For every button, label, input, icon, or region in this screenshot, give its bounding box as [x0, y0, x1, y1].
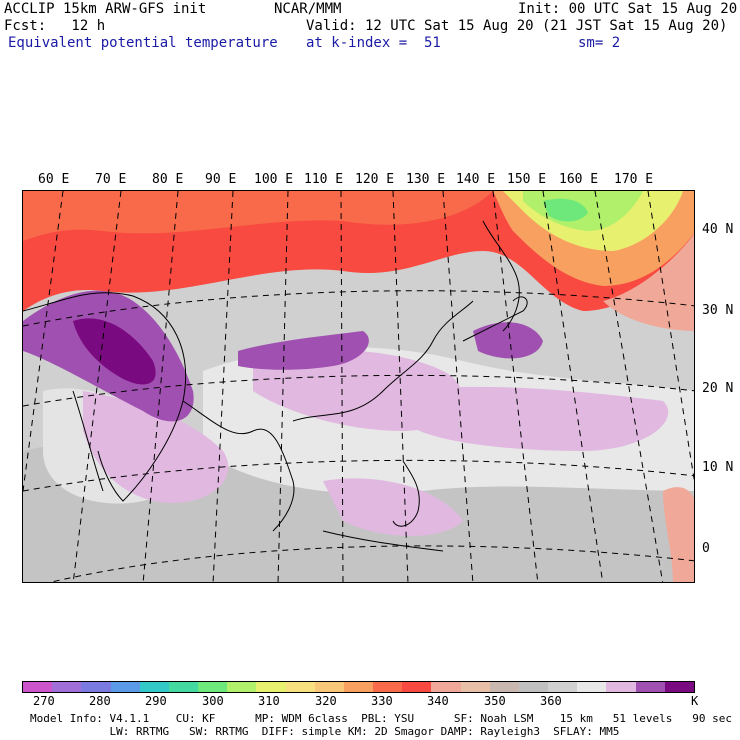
colorbar-swatch	[343, 682, 374, 692]
colorbar-tick-label: 340	[427, 694, 449, 708]
colorbar-swatch	[577, 682, 607, 692]
colorbar-swatch	[489, 682, 519, 692]
colorbar-swatch	[518, 682, 549, 692]
longitude-label: 110 E	[304, 172, 344, 187]
colorbar-swatch	[431, 682, 461, 692]
green-core	[543, 198, 588, 222]
dark-purple-core	[73, 318, 156, 385]
theta-e-map	[22, 190, 695, 583]
colorbar-swatch	[548, 682, 578, 692]
longitude-label: 70 E	[95, 172, 127, 187]
institution-label: NCAR/MMM	[274, 1, 342, 17]
peach-south-east	[663, 487, 694, 582]
level-label: at k-index = 51	[306, 35, 441, 51]
colorbar-swatch	[373, 682, 403, 692]
latitude-label: 0	[702, 541, 710, 556]
purple-japan-south	[473, 322, 543, 359]
colorbar-swatch	[460, 682, 490, 692]
model-info-line1: Model Info: V4.1.1 CU: KF MP: WDM 6class…	[30, 712, 732, 725]
lavender-pacific	[403, 386, 669, 451]
colorbar-tick-label: 360	[540, 694, 562, 708]
colorbar-tick-label: 310	[258, 694, 280, 708]
model-info-line2: LW: RRTMG SW: RRTMG DIFF: simple KM: 2D …	[30, 725, 620, 738]
colorbar-swatch	[606, 682, 636, 692]
colorbar	[22, 681, 695, 693]
colorbar-swatch	[285, 682, 315, 692]
colorbar-tick-label: K	[691, 694, 699, 708]
longitude-label: 120 E	[355, 172, 395, 187]
colorbar-tick-label: 330	[371, 694, 393, 708]
longitude-label: 130 E	[406, 172, 446, 187]
forecast-hour: Fcst: 12 h	[4, 18, 106, 34]
smoothing-label: sm= 2	[578, 35, 621, 51]
colorbar-swatch	[110, 682, 140, 692]
latitude-label: 10 N	[702, 460, 734, 475]
colorbar-tick-label: 320	[315, 694, 337, 708]
latitude-label: 40 N	[702, 222, 734, 237]
purple-sichuan	[238, 331, 369, 370]
graticule	[23, 191, 694, 582]
longitude-label: 60 E	[38, 172, 70, 187]
field-name: Equivalent potential temperature	[8, 35, 278, 51]
colorbar-tick-label: 350	[484, 694, 506, 708]
colorbar-tick-label: 300	[202, 694, 224, 708]
longitude-label: 140 E	[456, 172, 496, 187]
colorbar-swatch	[52, 682, 82, 692]
valid-time: Valid: 12 UTC Sat 15 Aug 20 (21 JST Sat …	[306, 18, 728, 34]
colorbar-swatch	[635, 682, 665, 692]
longitude-label: 100 E	[254, 172, 294, 187]
longitude-label: 90 E	[205, 172, 237, 187]
init-time: Init: 00 UTC Sat 15 Aug 20	[518, 1, 738, 17]
colorbar-swatch	[402, 682, 432, 692]
latitude-label: 30 N	[702, 303, 734, 318]
colorbar-tick-label: 270	[33, 694, 55, 708]
colorbar-swatch	[139, 682, 169, 692]
colorbar-swatch	[227, 682, 257, 692]
model-title: ACCLIP 15km ARW-GFS init	[4, 1, 207, 17]
longitude-label: 170 E	[614, 172, 654, 187]
peach-zone	[603, 233, 694, 331]
coastlines	[23, 220, 528, 552]
longitude-label: 160 E	[559, 172, 599, 187]
colorbar-swatch	[664, 682, 694, 692]
colorbar-tick-label: 290	[145, 694, 167, 708]
colorbar-swatch	[81, 682, 111, 692]
longitude-label: 150 E	[507, 172, 547, 187]
colorbar-swatch	[168, 682, 199, 692]
colorbar-swatch	[256, 682, 286, 692]
colorbar-swatch	[314, 682, 344, 692]
lavender-maritime	[323, 478, 463, 536]
colorbar-swatch	[23, 682, 53, 692]
colorbar-tick-label: 280	[89, 694, 111, 708]
longitude-label: 80 E	[152, 172, 184, 187]
colorbar-swatch	[198, 682, 228, 692]
latitude-label: 20 N	[702, 381, 734, 396]
orange-red-band	[23, 191, 493, 241]
